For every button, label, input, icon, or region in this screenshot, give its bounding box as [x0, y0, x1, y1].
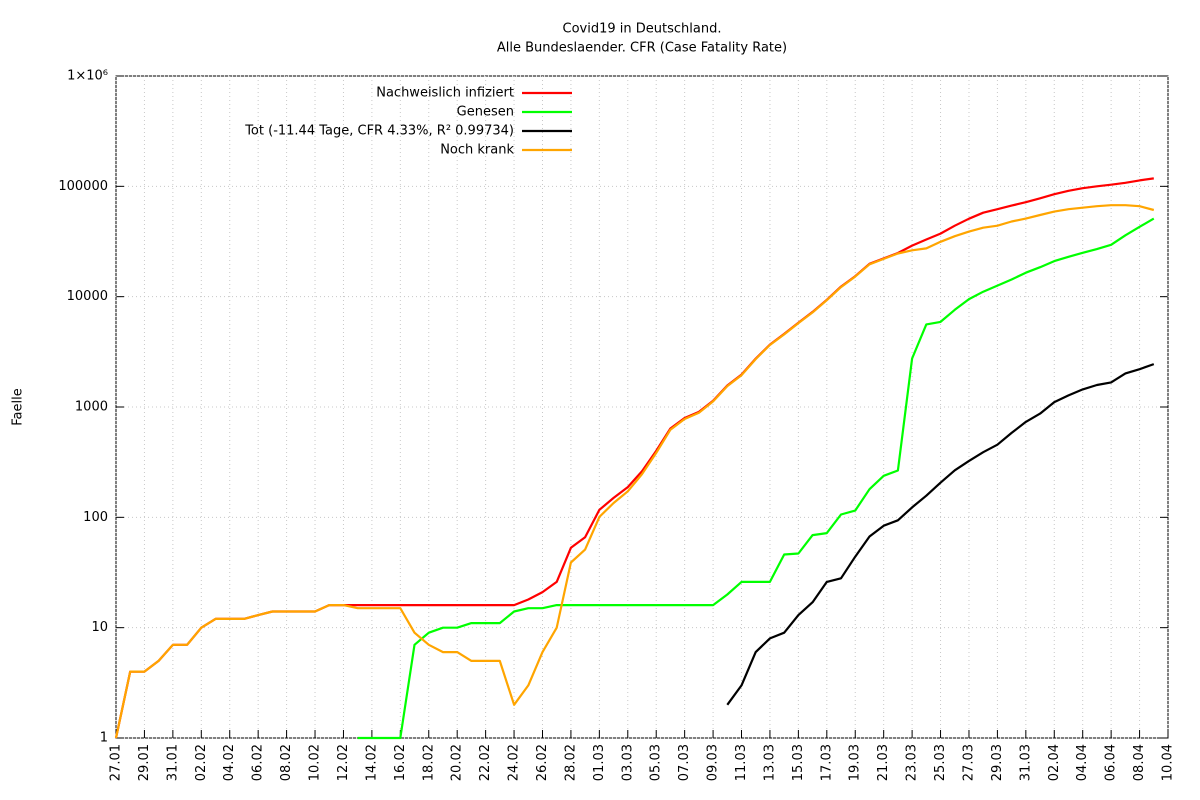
plot-frame [115, 75, 1169, 739]
x-tick-label: 20.02 [450, 744, 465, 781]
y-tick-label: 1 [100, 731, 108, 746]
x-tick-label: 06.02 [251, 744, 266, 781]
x-tick-label: 28.02 [563, 744, 578, 781]
legend-label: Nachweislich infiziert [376, 86, 514, 101]
legend-label: Genesen [457, 105, 514, 120]
x-tick-label: 04.02 [222, 744, 237, 781]
x-tick-label: 05.03 [649, 744, 664, 781]
x-tick-label: 06.04 [1104, 744, 1119, 781]
x-tick-label: 03.03 [620, 744, 635, 781]
series-line [114, 177, 1154, 739]
y-tick-label: 10000 [67, 289, 108, 304]
x-tick-label: 31.03 [1018, 744, 1033, 781]
x-tick-label: 14.02 [364, 744, 379, 781]
y-axis-label: Faelle [11, 388, 26, 425]
x-tick-label: 10.04 [1161, 744, 1176, 781]
x-tick-label: 19.03 [848, 744, 863, 781]
x-tick-label: 22.02 [478, 744, 493, 781]
series-line [726, 363, 1155, 706]
x-tick-label: 27.03 [961, 744, 976, 781]
y-tick-label: 10 [91, 620, 108, 635]
x-tick-label: 29.01 [137, 744, 152, 781]
x-tick-label: 02.02 [194, 744, 209, 781]
legend-label: Tot (-11.44 Tage, CFR 4.33%, R² 0.99734) [244, 124, 514, 139]
x-tick-label: 17.03 [819, 744, 834, 781]
x-tick-label: 08.02 [279, 744, 294, 781]
series-line [114, 204, 1155, 739]
x-tick-label: 08.04 [1132, 744, 1147, 781]
x-tick-label: 16.02 [393, 744, 408, 781]
y-tick-label: 100 [83, 510, 108, 525]
legend-label: Noch krank [440, 143, 514, 158]
x-tick-label: 11.03 [734, 744, 749, 781]
x-tick-label: 07.03 [677, 744, 692, 781]
series-line [357, 217, 1155, 740]
x-tick-label: 01.03 [592, 744, 607, 781]
y-tick-label: 100000 [58, 179, 108, 194]
x-tick-label: 29.03 [990, 744, 1005, 781]
y-tick-label: 1×10⁶ [67, 69, 108, 84]
chart-title: Covid19 in Deutschland. [563, 22, 722, 37]
y-tick-label: 1000 [75, 400, 108, 415]
x-tick-label: 15.03 [791, 744, 806, 781]
x-tick-label: 25.03 [933, 744, 948, 781]
x-tick-label: 31.01 [165, 744, 180, 781]
x-tick-label: 12.02 [336, 744, 351, 781]
x-tick-label: 04.04 [1075, 744, 1090, 781]
x-tick-label: 09.03 [706, 744, 721, 781]
x-tick-label: 18.02 [421, 744, 436, 781]
x-tick-label: 27.01 [109, 744, 124, 781]
x-tick-label: 21.03 [876, 744, 891, 781]
x-tick-label: 26.02 [535, 744, 550, 781]
x-tick-label: 13.03 [762, 744, 777, 781]
chart-subtitle: Alle Bundeslaender. CFR (Case Fatality R… [497, 41, 787, 56]
x-tick-label: 24.02 [507, 744, 522, 781]
x-tick-label: 02.04 [1047, 744, 1062, 781]
x-tick-label: 23.03 [905, 744, 920, 781]
x-tick-label: 10.02 [308, 744, 323, 781]
